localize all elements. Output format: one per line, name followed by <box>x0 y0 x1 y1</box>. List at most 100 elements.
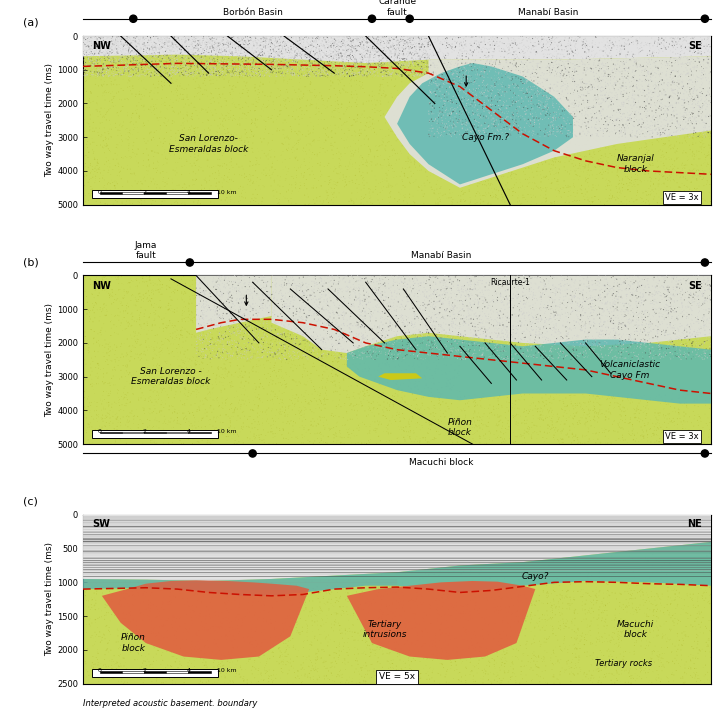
Point <box>640 128 652 140</box>
Point <box>431 118 443 130</box>
Point <box>610 332 622 344</box>
Point <box>367 617 378 629</box>
Point <box>280 613 292 624</box>
Point <box>305 53 316 65</box>
Point <box>568 292 580 304</box>
Point <box>667 163 679 174</box>
Point <box>628 347 640 358</box>
Point <box>339 270 351 282</box>
Point <box>337 583 349 595</box>
Point <box>385 318 396 329</box>
Point <box>428 187 440 199</box>
Point <box>152 35 164 46</box>
Point <box>523 406 535 417</box>
Point <box>188 43 199 54</box>
Point <box>255 510 266 522</box>
Point <box>326 670 338 681</box>
Point <box>198 47 209 58</box>
Point <box>427 87 439 99</box>
Point <box>437 659 448 671</box>
Point <box>329 386 341 397</box>
Point <box>456 333 467 345</box>
Point <box>686 83 697 94</box>
Point <box>536 406 548 417</box>
Point <box>418 309 430 320</box>
Point <box>536 597 548 609</box>
Point <box>157 174 169 185</box>
Point <box>457 40 469 51</box>
Point <box>391 306 402 317</box>
Point <box>78 611 90 622</box>
Point <box>199 671 211 682</box>
Point <box>110 185 121 197</box>
Point <box>393 278 405 289</box>
Point <box>407 302 419 314</box>
Point <box>620 81 632 92</box>
Point <box>129 148 141 159</box>
Point <box>615 626 627 637</box>
Point <box>360 637 371 648</box>
Point <box>626 131 638 143</box>
Point <box>219 61 231 73</box>
Point <box>677 603 689 615</box>
Point <box>200 40 212 52</box>
Point <box>393 647 405 659</box>
Point <box>654 348 666 360</box>
Point <box>648 47 660 58</box>
Point <box>704 338 716 350</box>
Point <box>443 65 454 76</box>
Point <box>682 30 693 42</box>
Point <box>599 415 611 426</box>
Point <box>369 126 380 138</box>
Point <box>689 293 700 305</box>
Point <box>547 136 558 147</box>
Point <box>417 190 429 202</box>
Point <box>309 360 321 372</box>
Point <box>167 407 178 419</box>
Point <box>374 273 386 285</box>
Point <box>424 295 435 306</box>
Point <box>656 661 668 673</box>
Point <box>224 547 235 558</box>
Point <box>549 321 560 332</box>
Point <box>656 129 667 141</box>
Point <box>432 354 444 366</box>
Point <box>270 673 282 684</box>
Point <box>284 345 295 357</box>
Point <box>603 174 614 186</box>
Point <box>135 608 147 619</box>
Point <box>126 45 138 56</box>
Point <box>606 96 617 107</box>
Point <box>614 152 626 164</box>
Point <box>109 424 121 435</box>
Point <box>526 146 537 157</box>
Point <box>355 349 366 360</box>
Point <box>648 625 659 637</box>
Point <box>265 427 277 438</box>
Point <box>245 639 257 650</box>
Point <box>87 651 99 663</box>
Point <box>541 302 552 314</box>
Point <box>253 315 265 327</box>
Point <box>365 57 376 68</box>
Point <box>622 184 633 195</box>
Point <box>117 292 129 304</box>
Point <box>144 589 156 601</box>
Point <box>242 52 253 63</box>
Point <box>318 294 330 306</box>
Point <box>656 109 667 120</box>
Point <box>416 141 427 152</box>
Point <box>393 648 405 660</box>
Point <box>539 155 550 167</box>
Point <box>190 301 201 312</box>
Point <box>234 63 245 74</box>
Point <box>261 302 273 314</box>
Point <box>476 322 487 334</box>
Point <box>349 404 360 415</box>
Point <box>604 308 615 319</box>
Point <box>297 287 309 298</box>
Point <box>111 56 123 68</box>
Point <box>617 392 628 403</box>
Point <box>383 70 395 81</box>
Point <box>288 335 300 347</box>
